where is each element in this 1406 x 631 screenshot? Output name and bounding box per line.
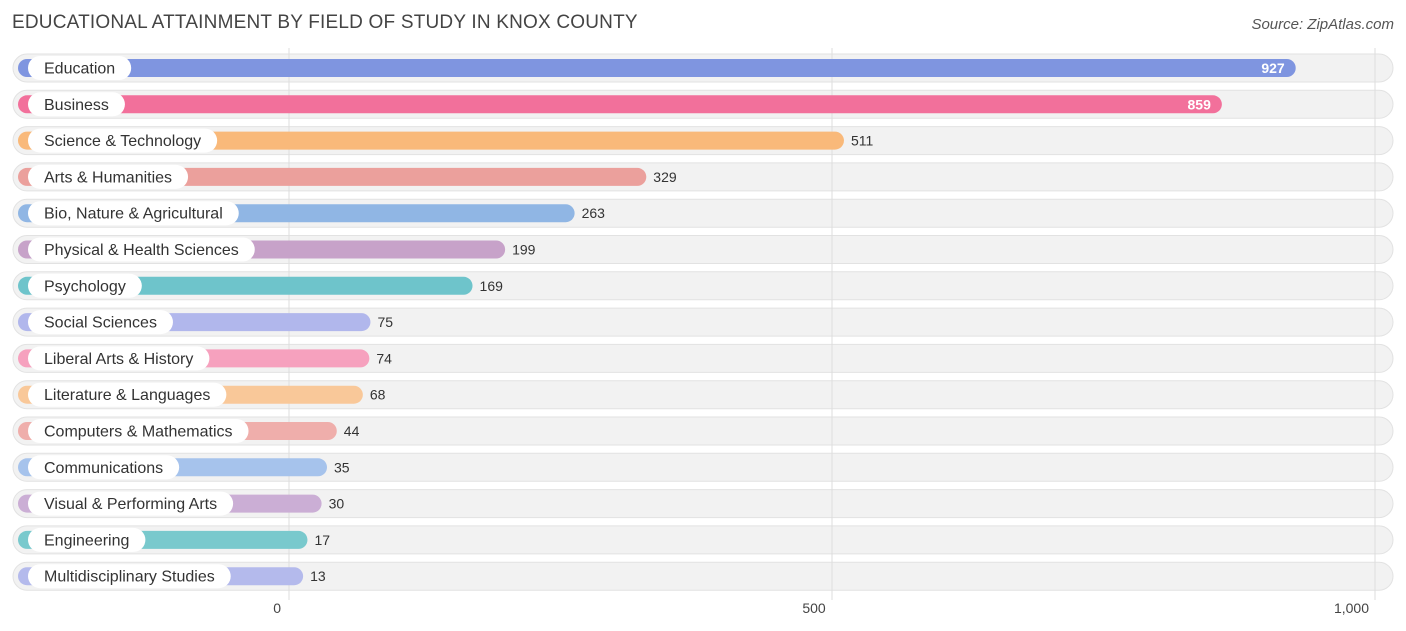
row-track xyxy=(12,525,1394,555)
value-label: 199 xyxy=(512,242,536,258)
value-label: 75 xyxy=(377,314,393,330)
category-label: Psychology xyxy=(44,278,126,295)
value-label: 511 xyxy=(851,133,874,149)
category-label-pill xyxy=(28,527,146,552)
category-label-pill xyxy=(28,310,173,335)
category-label-pill xyxy=(28,564,231,589)
category-label: Visual & Performing Arts xyxy=(44,496,217,513)
category-label: Computers & Mathematics xyxy=(44,424,233,441)
value-label: 13 xyxy=(310,568,326,584)
category-label-pill xyxy=(28,346,210,371)
x-tick-label: 500 xyxy=(802,600,826,616)
category-label-pill xyxy=(28,382,227,407)
category-label: Literature & Languages xyxy=(44,387,210,404)
category-label: Social Sciences xyxy=(44,315,157,332)
value-label: 44 xyxy=(344,423,360,439)
category-label: Arts & Humanities xyxy=(44,169,172,186)
row-track xyxy=(12,416,1394,446)
value-label: 169 xyxy=(480,278,504,294)
value-label: 859 xyxy=(1188,96,1212,112)
category-label-pill xyxy=(28,237,255,262)
chart-source: Source: ZipAtlas.com xyxy=(1251,16,1394,33)
value-label: 30 xyxy=(329,496,345,512)
category-label: Communications xyxy=(44,460,163,477)
category-label-pill xyxy=(28,419,249,443)
value-label: 35 xyxy=(334,459,350,475)
value-label: 68 xyxy=(370,387,386,403)
x-tick-label: 0 xyxy=(273,600,281,616)
category-label-pill xyxy=(28,455,180,480)
category-label-pill xyxy=(28,92,125,117)
category-label: Multidisciplinary Studies xyxy=(44,569,215,586)
value-label: 17 xyxy=(314,532,330,548)
category-label-pill xyxy=(28,164,189,189)
value-label: 74 xyxy=(376,350,392,366)
row-track xyxy=(12,561,1394,591)
value-label: 329 xyxy=(653,169,677,185)
bar xyxy=(18,131,844,150)
category-label: Science & Technology xyxy=(44,133,201,150)
category-label-pill xyxy=(28,201,239,226)
category-label: Physical & Health Sciences xyxy=(44,242,239,259)
row-track xyxy=(12,452,1394,482)
chart-title: EDUCATIONAL ATTAINMENT BY FIELD OF STUDY… xyxy=(12,12,638,33)
row-track xyxy=(12,489,1394,519)
category-label: Bio, Nature & Agricultural xyxy=(44,206,223,223)
category-label: Business xyxy=(44,97,109,114)
value-label: 927 xyxy=(1261,60,1285,76)
category-label: Liberal Arts & History xyxy=(44,351,193,368)
x-tick-label: 1,000 xyxy=(1334,600,1369,616)
bar xyxy=(18,95,1222,114)
category-label-pill xyxy=(28,128,218,153)
category-label-pill xyxy=(28,491,234,516)
bar xyxy=(18,59,1296,77)
category-label-pill xyxy=(28,273,142,298)
value-label: 263 xyxy=(582,205,606,221)
category-label: Education xyxy=(44,61,115,78)
category-label: Engineering xyxy=(44,532,129,549)
category-label-pill xyxy=(28,56,132,80)
